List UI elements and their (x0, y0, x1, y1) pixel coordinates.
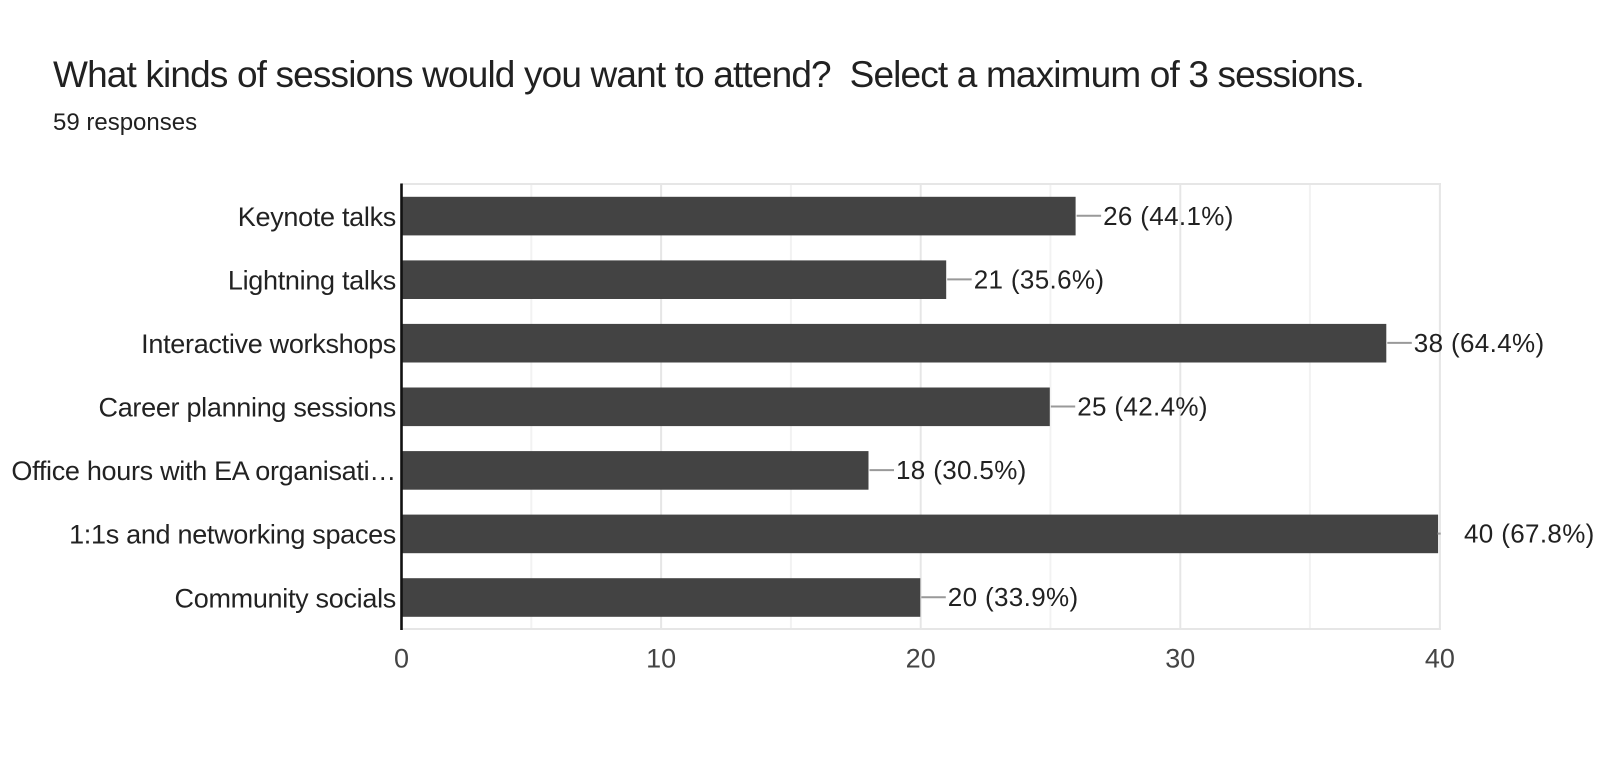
svg-text:Career planning sessions: Career planning sessions (99, 393, 396, 423)
svg-text:30: 30 (1165, 644, 1195, 674)
svg-text:0: 0 (394, 644, 409, 674)
svg-text:40: 40 (1425, 644, 1455, 674)
svg-text:40 (67.8%): 40 (67.8%) (1464, 519, 1595, 549)
svg-text:18 (30.5%): 18 (30.5%) (896, 455, 1027, 485)
svg-text:59 responses: 59 responses (53, 109, 197, 136)
svg-text:Interactive workshops: Interactive workshops (141, 329, 396, 359)
svg-text:Keynote talks: Keynote talks (238, 202, 396, 232)
svg-text:26 (44.1%): 26 (44.1%) (1103, 201, 1234, 231)
svg-text:21 (35.6%): 21 (35.6%) (974, 264, 1105, 294)
svg-text:10: 10 (646, 644, 676, 674)
svg-text:1:1s and networking spaces: 1:1s and networking spaces (69, 520, 396, 550)
svg-text:Office hours with EA organisat: Office hours with EA organisati… (11, 456, 396, 486)
svg-text:25 (42.4%): 25 (42.4%) (1077, 392, 1208, 422)
svg-text:Lightning talks: Lightning talks (228, 266, 396, 296)
svg-text:20 (33.9%): 20 (33.9%) (948, 582, 1079, 612)
svg-text:Community socials: Community socials (175, 583, 396, 613)
svg-text:38 (64.4%): 38 (64.4%) (1414, 328, 1545, 358)
svg-text:20: 20 (906, 644, 936, 674)
svg-text:What kinds of sessions would y: What kinds of sessions would you want to… (53, 54, 1364, 95)
